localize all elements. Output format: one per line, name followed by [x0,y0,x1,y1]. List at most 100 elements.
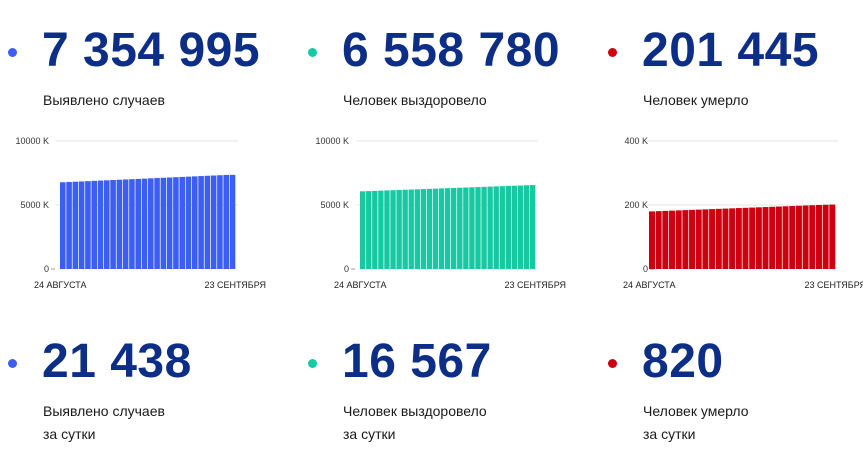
deaths-bar [775,206,782,269]
recovered-bar [390,190,396,269]
recovered-bar [444,188,451,269]
cases-total-value: 7 354 995 [42,24,261,77]
recovered-bar [529,185,536,269]
cases-bar [154,178,160,269]
cases-daily-dot-icon [8,359,17,368]
cases-bar [104,180,110,269]
recovered-bar [426,188,433,269]
cases-bar [223,174,230,269]
recovered-bar [505,185,512,269]
deaths-bar [789,206,796,269]
recovered-bar [493,186,499,269]
deaths-bar [769,206,776,269]
deaths-bar [702,209,709,269]
deaths-ytick-label: 200 K [624,200,648,210]
cases-bar [97,180,104,269]
recovered-daily-label: Человек выздоровело [343,403,487,419]
recovered-dot-icon [308,48,317,57]
cases-xtick-label-end: 23 СЕНТЯБРЯ [204,280,266,290]
cases-bar [204,175,211,269]
deaths-total-value: 201 445 [642,24,820,77]
recovered-total-value: 6 558 780 [342,24,561,77]
deaths-daily-value: 820 [642,335,724,388]
deaths-bar [742,207,749,269]
cases-bar [66,181,72,269]
deaths-bar [715,208,722,269]
deaths-total-label: Человек умерло [643,92,749,108]
cases-bar [141,178,148,269]
recovered-bar [487,186,493,269]
deaths-daily-label: Человек умерло [643,403,749,419]
deaths-bar [815,205,822,269]
recovered-bar [378,190,384,269]
recovered-daily-dot-icon [308,359,317,368]
cases-bar [166,177,173,269]
cases-bar [173,177,179,269]
cases-bar [85,181,91,269]
deaths-ytick-label: 400 K [624,136,648,146]
cases-daily-label: Выявлено случаев [43,403,165,419]
deaths-bar [802,205,809,269]
deaths-bar [722,208,729,269]
cases-bar [116,179,123,269]
cases-bar [78,181,85,269]
recovered-bar [469,187,475,269]
cases-bar [198,176,204,269]
cases-bar [148,178,154,269]
deaths-bar [749,207,756,269]
deaths-bar [709,209,716,269]
deaths-xtick-label-start: 24 АВГУСТА [623,280,676,290]
deaths-daily-dot-icon [608,359,617,368]
recovered-ytick-label: 0 [344,264,349,274]
deaths-bar [755,207,762,269]
charts-area: 0 5000 K 10000 K 24 АВГУСТА 23 СЕНТЯБРЯ 0 5000… [15,136,863,290]
deaths-bar [675,210,682,269]
deaths-dot-icon [608,48,617,57]
cases-dot-icon [8,48,17,57]
cases-bar [179,176,186,269]
deaths-bar [662,210,669,269]
recovered-daily-sublabel: за сутки [343,426,396,442]
recovered-xtick-label-end: 23 СЕНТЯБРЯ [504,280,566,290]
cases-bar [129,179,135,269]
recovered-bar [384,190,390,269]
recovered-xtick-label-start: 24 АВГУСТА [334,280,387,290]
cases-ytick-label: 10000 K [15,136,49,146]
deaths-bar [809,205,816,269]
recovered-ytick-label: 10000 K [315,136,349,146]
cases-daily-value: 21 438 [42,335,192,388]
deaths-bar [735,208,742,269]
recovered-bar [463,187,469,269]
cases-xtick-label-start: 24 АВГУСТА [34,280,87,290]
recovered-bar [511,185,518,269]
recovered-bar [523,185,530,269]
recovered-bar [432,188,439,269]
recovered-bar [366,191,372,269]
recovered-total-label: Человек выздоровело [343,92,487,108]
deaths-xtick-label-end: 23 СЕНТЯБРЯ [804,280,863,290]
recovered-bar [396,189,402,269]
recovered-bar [499,186,505,269]
cases-ytick-label: 5000 K [20,200,49,210]
deaths-bar [669,210,676,269]
cases-bar [160,177,167,269]
recovered-bar [360,191,366,269]
deaths-bar [695,209,702,269]
deaths-bar [829,204,836,269]
deaths-bar [822,204,829,269]
cases-total-label: Выявлено случаев [43,92,165,108]
recovered-bar [481,186,487,269]
deaths-bar [782,206,789,269]
recovered-bar [372,190,378,269]
cases-bar [217,175,223,269]
recovered-bar [475,187,481,269]
recovered-bar [420,189,427,269]
deaths-bar [649,211,655,269]
cases-bar [185,176,192,269]
deaths-bar [682,210,689,269]
cases-daily-sublabel: за сутки [43,426,96,442]
cases-bar [91,180,98,269]
deaths-daily-sublabel: за сутки [643,426,696,442]
cases-bar [110,180,116,269]
deaths-bar [655,211,662,269]
